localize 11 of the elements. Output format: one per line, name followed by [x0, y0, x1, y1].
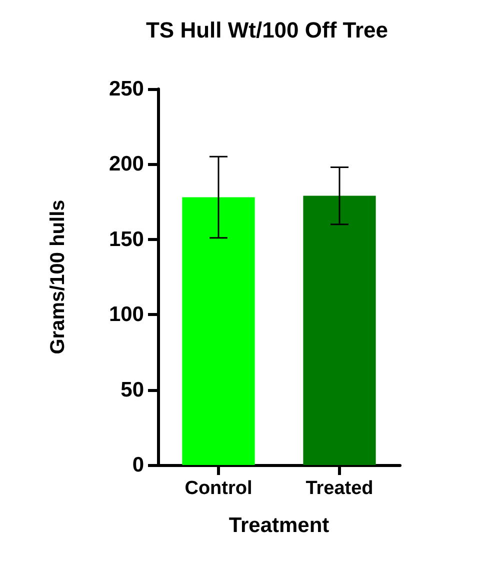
y-axis-title: Grams/100 hulls	[47, 200, 69, 354]
y-tick-label: 200	[108, 152, 144, 176]
y-tick-label: 0	[132, 454, 144, 476]
y-tick-label: 250	[108, 78, 144, 100]
x-axis-title: Treatment	[228, 514, 330, 537]
x-tick-label: Treated	[306, 478, 374, 499]
y-tick-label: 50	[120, 378, 144, 402]
y-tick-label: 150	[108, 228, 144, 251]
x-tick-label: Control	[184, 478, 252, 499]
y-tick-label: 100	[108, 303, 144, 326]
chart-title: TS Hull Wt/100 Off Tree	[146, 18, 388, 42]
